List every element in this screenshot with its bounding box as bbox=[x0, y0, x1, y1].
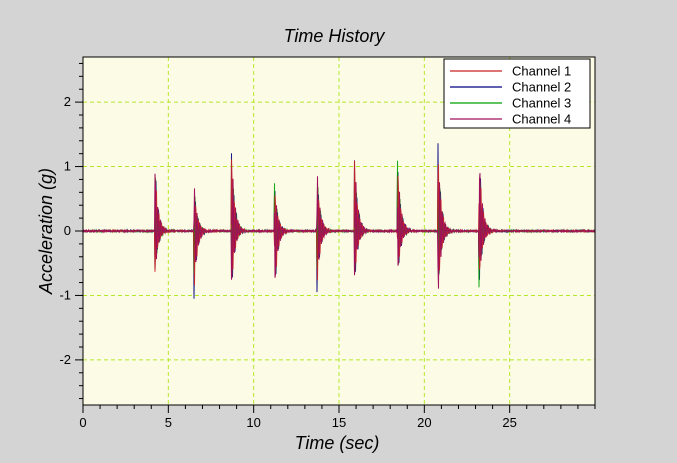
x-tick-label: 10 bbox=[246, 415, 260, 430]
series-line-channel-4 bbox=[82, 173, 596, 289]
legend-label: Channel 4 bbox=[512, 112, 571, 127]
legend-label: Channel 1 bbox=[512, 64, 571, 79]
legend-label: Channel 3 bbox=[512, 96, 571, 111]
grid-lines bbox=[83, 57, 595, 405]
y-axis-label: Acceleration (g) bbox=[36, 168, 56, 295]
y-tick-label: -1 bbox=[59, 287, 71, 302]
legend-label: Channel 2 bbox=[512, 80, 571, 95]
y-tick-label: 1 bbox=[64, 159, 71, 174]
signal-traces bbox=[82, 143, 596, 299]
y-axis: -2 -1 0 1 2 bbox=[59, 62, 83, 400]
x-tick-label: 20 bbox=[417, 415, 431, 430]
x-axis-label: Time (sec) bbox=[295, 433, 380, 453]
y-tick-label: -2 bbox=[59, 352, 71, 367]
x-tick-label: 0 bbox=[79, 415, 86, 430]
x-tick-label: 15 bbox=[332, 415, 346, 430]
x-axis: 0 5 10 15 20 25 bbox=[79, 405, 596, 430]
x-tick-label: 5 bbox=[165, 415, 172, 430]
chart-title: Time History bbox=[284, 26, 386, 46]
x-tick-label: 25 bbox=[502, 415, 516, 430]
y-tick-label: 2 bbox=[64, 94, 71, 109]
y-tick-label: 0 bbox=[64, 223, 71, 238]
